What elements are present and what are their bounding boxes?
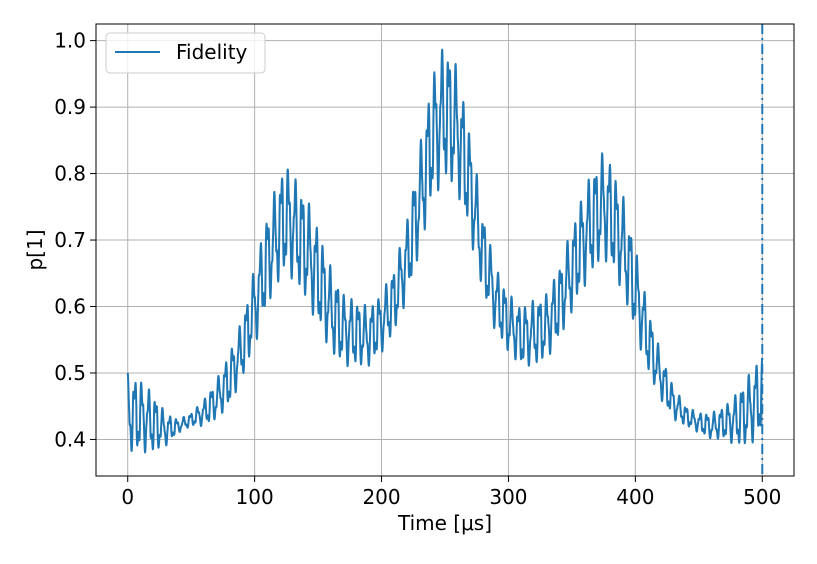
x-axis-ticks: 0 100 200 300 400 500 [121, 476, 781, 509]
x-tick-label: 400 [616, 485, 654, 509]
axes-frame [95, 23, 795, 477]
x-tick-label: 300 [489, 485, 527, 509]
y-tick-label: 1.0 [54, 29, 86, 53]
plot-area [126, 48, 764, 454]
y-tick-label: 0.4 [54, 427, 86, 451]
fidelity-series-line [126, 48, 764, 454]
y-tick-label: 0.9 [54, 95, 86, 119]
y-tick-label: 0.5 [54, 361, 86, 385]
y-axis-ticks: 0.4 0.5 0.6 0.7 0.8 0.9 1.0 [54, 29, 96, 451]
legend: Fidelity [105, 32, 266, 74]
y-tick-label: 0.8 [54, 162, 86, 186]
x-tick-label: 200 [362, 485, 400, 509]
legend-label-fidelity: Fidelity [176, 40, 248, 64]
y-tick-label: 0.6 [54, 295, 86, 319]
x-axis-label: Time [μs] [397, 511, 492, 535]
x-tick-label: 0 [121, 485, 134, 509]
y-tick-label: 0.7 [54, 228, 86, 252]
grid-lines [96, 24, 794, 476]
x-tick-label: 100 [236, 485, 274, 509]
x-tick-label: 500 [743, 485, 781, 509]
y-axis-label: p[1] [23, 229, 47, 270]
legend-box [105, 32, 266, 74]
